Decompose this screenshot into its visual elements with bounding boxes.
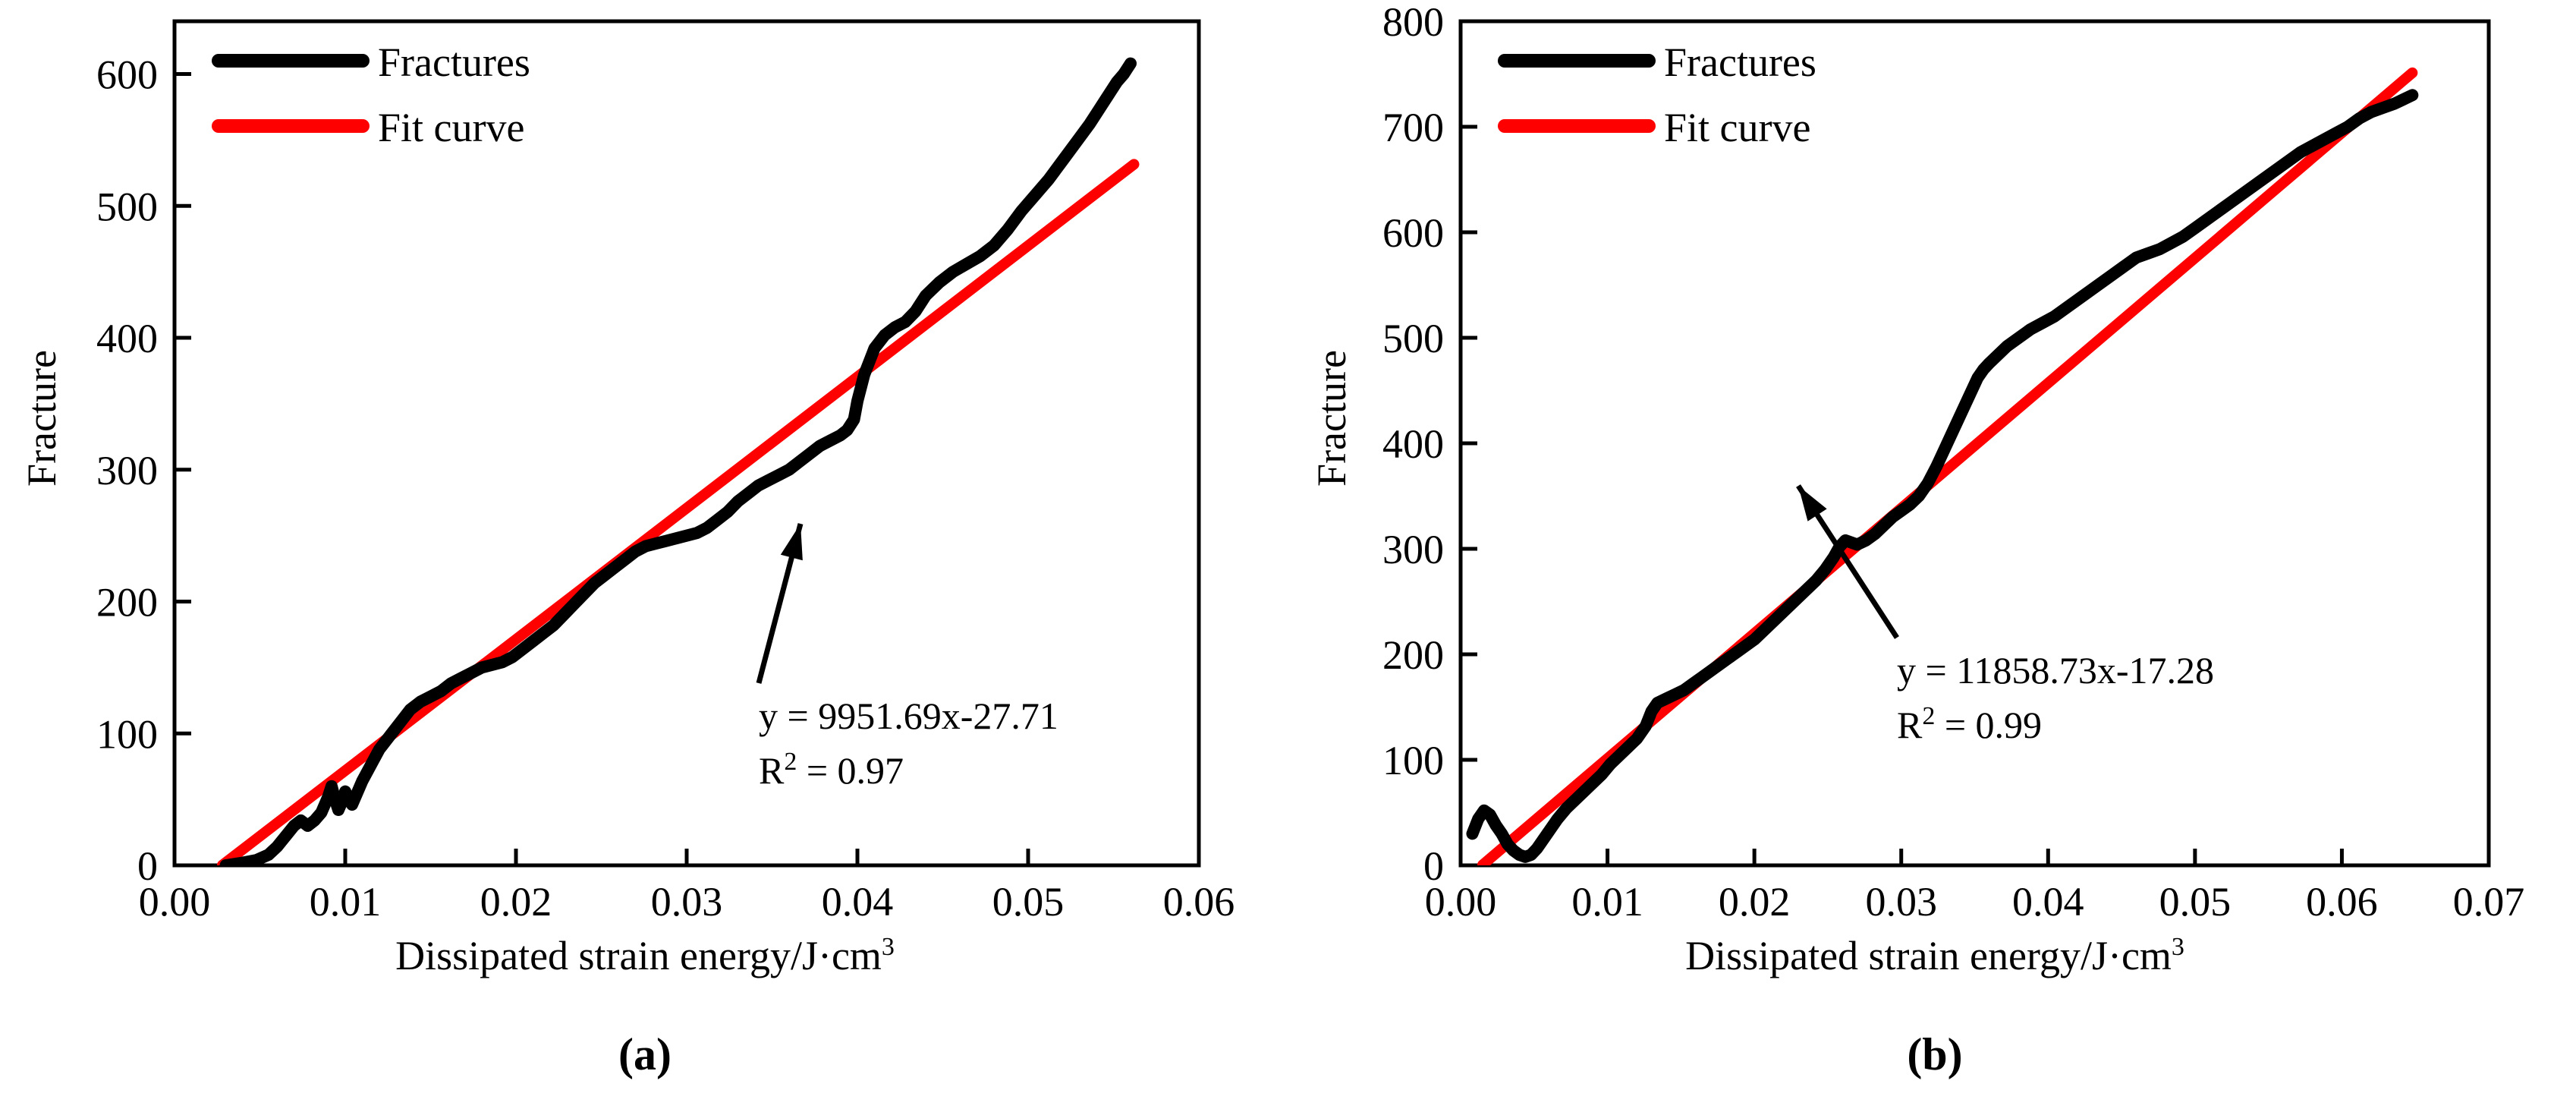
x-tick-label: 0.05 (992, 879, 1065, 925)
legend-label-fit-curve: Fit curve (1664, 105, 1810, 150)
annotation: y = 11858.73x-17.28 R2 = 0.99 (1796, 484, 2214, 746)
legend-label-fractures: Fractures (378, 39, 530, 85)
y-tick-label: 100 (96, 711, 158, 757)
fractures-series-line (1466, 89, 2419, 863)
annotation-arrow-head (780, 524, 803, 561)
panel-b: 0.00 0.01 0.02 0.03 0.04 0.05 0.06 0.07 0 100 200 3… (1290, 0, 2576, 1109)
x-tick-label: 0.07 (2453, 879, 2525, 925)
x-tick-label: 0.00 (139, 879, 211, 925)
annotation: y = 9951.69x-27.71 R2 = 0.97 (756, 523, 1058, 792)
y-tick-label: 200 (1382, 632, 1444, 678)
x-tick-label: 0.04 (2012, 879, 2084, 925)
plot-frame (172, 19, 1201, 868)
panel-a-plot: 0.00 0.01 0.02 0.03 0.04 0.05 0.06 0 100 200 300 40… (96, 19, 1235, 925)
x-tick-label: 0.04 (822, 879, 894, 925)
panel-a-caption: (a) (618, 1029, 672, 1079)
annotation-equation: y = 11858.73x-17.28 (1897, 649, 2214, 692)
y-tick-label: 600 (96, 52, 158, 98)
data-layer (1466, 67, 2419, 865)
y-tick-label: 300 (96, 448, 158, 493)
annotation-r-squared: R2 = 0.97 (759, 748, 904, 792)
annotation-r-squared: R2 = 0.99 (1897, 702, 2042, 746)
x-tick-label: 0.05 (2159, 879, 2232, 925)
y-tick-label: 500 (1382, 316, 1444, 361)
annotation-equation: y = 9951.69x-27.71 (759, 695, 1058, 737)
x-tick-label: 0.01 (310, 879, 382, 925)
x-tick-label: 0.01 (1571, 879, 1643, 925)
y-tick-label: 400 (1382, 421, 1444, 467)
panel-b-caption: (b) (1907, 1029, 1963, 1079)
x-tick-label: 0.03 (1865, 879, 1937, 925)
x-tick-label: 0.02 (480, 879, 552, 925)
legend-label-fit-curve: Fit curve (378, 105, 524, 150)
xaxis-title-text: Dissipated strain energy/J·cm (1685, 933, 2172, 978)
annotation-arrow-head (1798, 486, 1827, 521)
x-tick-label: 0.06 (2306, 879, 2378, 925)
panel-a-yaxis-title-text: Fracture (19, 350, 64, 487)
y-tick-label: 400 (96, 316, 158, 361)
y-tick-label: 700 (1382, 105, 1444, 150)
x-tick-label: 0.03 (651, 879, 723, 925)
y-tick-label: 0 (137, 843, 158, 889)
fractures-series-line (219, 57, 1137, 865)
panel-a: 0.00 0.01 0.02 0.03 0.04 0.05 0.06 0 100 200 300 40… (19, 19, 1235, 1079)
x-tick-label: 0.00 (1425, 879, 1497, 925)
y-tick-label: 800 (1382, 0, 1444, 45)
y-tick-label: 0 (1423, 843, 1444, 889)
y-tick-label: 500 (96, 184, 158, 229)
data-layer (217, 57, 1140, 865)
xaxis-title-superscript: 3 (2171, 933, 2184, 961)
xaxis-title-text: Dissipated strain energy/J·cm (395, 933, 882, 978)
panel-b-xaxis-title: Dissipated strain energy/J·cm3 (1518, 932, 2352, 979)
y-tick-label: 100 (1382, 738, 1444, 783)
xaxis-title-superscript: 3 (881, 933, 895, 961)
panel-a-xaxis-title: Dissipated strain energy/J·cm3 (228, 932, 1062, 979)
x-tick-label: 0.02 (1719, 879, 1791, 925)
y-tick-label: 300 (1382, 527, 1444, 572)
y-tick-label: 200 (96, 580, 158, 625)
legend-label-fractures: Fractures (1664, 39, 1816, 85)
panel-b-yaxis-title-text: Fracture (1309, 350, 1354, 487)
legend: Fractures Fit curve (212, 39, 530, 150)
x-tick-label: 0.06 (1163, 879, 1235, 925)
legend: Fractures Fit curve (1498, 39, 1816, 150)
y-tick-label: 600 (1382, 210, 1444, 256)
panel-b-plot: 0.00 0.01 0.02 0.03 0.04 0.05 0.06 0.07 0 100 200 3… (1382, 0, 2525, 925)
